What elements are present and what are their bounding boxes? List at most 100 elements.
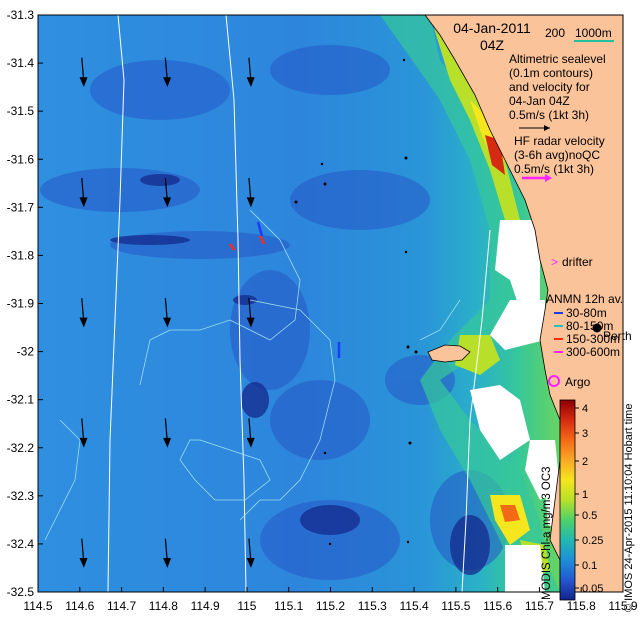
colorbar-label: MODIS Chl-a mg/m3 OC3	[541, 466, 553, 600]
altimetric-line-2: (0.1m contours)	[509, 66, 593, 80]
x-tick-label: 114.5	[23, 599, 52, 613]
x-tick-label: 115.4	[400, 599, 429, 613]
scale-200-label: 200	[545, 26, 565, 40]
y-tick-label: -31.6	[7, 152, 35, 166]
anmn-arrow-30-80m	[256, 221, 264, 237]
sea-level-contours	[107, 15, 491, 592]
x-tick-label: 115	[237, 599, 256, 613]
colorbar-tick-label: 3	[582, 428, 588, 440]
velocity-arrow-head	[79, 197, 88, 208]
y-tick-label: -31.7	[7, 200, 35, 214]
velocity-arrow-head	[246, 77, 255, 88]
x-tick-label: 114.7	[107, 599, 136, 613]
velocity-arrow-head	[163, 197, 172, 208]
colorbar-tick-label: 0.1	[582, 560, 597, 572]
velocity-arrow-head	[163, 558, 172, 568]
coastal-chlorophyll-band	[380, 15, 560, 592]
colorbar: 4 3 2 1 0.5 0.25 0.1 0.05 MODIS Chl-a mg/m3 OC3…	[541, 399, 635, 612]
x-tick-label: 115.1	[274, 599, 303, 613]
y-tick-label: -31.3	[7, 8, 35, 22]
velocity-arrow-head	[79, 317, 88, 328]
y-tick-label: -32.4	[7, 537, 35, 551]
anmn-label-300-600m: 300-600m	[566, 345, 620, 359]
y-tick-label: -32.5	[7, 585, 35, 599]
nearshore-orange-lower	[500, 505, 520, 522]
y-tick-label: -32.2	[7, 441, 35, 455]
colorbar-tick-label: 2	[582, 456, 588, 468]
no-data-areas	[470, 220, 560, 592]
hf-line-3: 0.5m/s (1kt 3h)	[514, 162, 594, 176]
velocity-arrow-head	[163, 317, 172, 328]
perth-marker	[592, 323, 602, 333]
y-tick-label: -32.1	[7, 393, 35, 407]
velocity-arrows	[79, 57, 255, 568]
x-tick-label: 114.8	[149, 599, 178, 613]
perth-label: Perth	[603, 329, 632, 343]
x-tick-label: 115.9	[608, 599, 637, 613]
time-label: 04Z	[480, 37, 505, 53]
y-axis: -31.3 -31.4 -31.5 -31.6 -31.7 -31.8 -31.9 -32 -3…	[7, 8, 43, 599]
colorbar-gradient	[559, 399, 576, 601]
x-tick-label: 115.8	[567, 599, 596, 613]
colorbar-tick-label: 0.5	[582, 510, 597, 522]
colorbar-tick-label: 4	[582, 403, 588, 415]
very-low-chlorophyll-patches	[110, 174, 490, 575]
y-tick-label: -32	[17, 345, 35, 359]
x-axis: 114.5 114.6 114.7 114.8 114.9 115 115.1 115.2 11…	[23, 587, 638, 613]
hf-scale-arrowhead	[545, 174, 552, 182]
anmn-label-30-80m: 30-80m	[566, 306, 607, 320]
x-tick-label: 114.6	[65, 599, 94, 613]
velocity-arrow-head	[246, 437, 255, 448]
velocity-arrow-head	[163, 437, 172, 448]
colorbar-tick-label: 0.05	[582, 583, 603, 595]
annotation-block: 04-Jan-2011 04Z 200 1000m Altimetric sea…	[453, 20, 631, 389]
anmn-title: ANMN 12h av.	[546, 292, 623, 306]
x-tick-label: 115.7	[525, 599, 554, 613]
y-tick-label: -31.8	[7, 248, 35, 262]
altimetric-line-3: and velocity for	[509, 80, 590, 94]
x-tick-label: 115.2	[316, 599, 345, 613]
argo-marker	[548, 375, 560, 387]
scale-1000-label: 1000m	[575, 26, 612, 40]
colorbar-tick-label: 1	[582, 489, 588, 501]
rottnest-island	[427, 344, 471, 363]
velocity-arrow-head	[246, 558, 255, 568]
hf-line-1: HF radar velocity	[514, 134, 605, 148]
argo-label: Argo	[565, 375, 591, 389]
x-tick-label: 115.5	[441, 599, 470, 613]
credit-label: © IMOS 24-Apr-2015 11:10:04 Hobart time	[623, 404, 635, 612]
anmn-label-150-300m: 150-300m	[566, 332, 620, 346]
velocity-arrow-head	[163, 77, 172, 88]
colorbar-ticks: 4 3 2 1 0.5 0.25 0.1 0.05	[575, 403, 603, 595]
velocity-arrow-head	[246, 317, 255, 328]
drifter-marker: >	[551, 255, 558, 269]
x-tick-label: 114.9	[191, 599, 220, 613]
light-contours	[44, 209, 461, 541]
y-tick-label: -31.9	[7, 297, 35, 311]
altimetric-line-5: 0.5m/s (1kt 3h)	[509, 108, 589, 122]
velocity-arrow-head	[79, 437, 88, 448]
x-tick-label: 115.3	[358, 599, 387, 613]
anmn-label-80-150m: 80-150m	[566, 319, 613, 333]
anmn-legend: 30-80m 80-150m 150-300m 300-600m	[554, 306, 620, 359]
anmn-arrow-150-300m-b	[228, 243, 236, 251]
velocity-arrow-head	[246, 197, 255, 208]
velocity-arrow-head	[79, 558, 88, 568]
date-label: 04-Jan-2011	[453, 20, 531, 36]
velocity-arrow-head	[79, 77, 88, 88]
altimetric-scale-arrowhead	[544, 125, 550, 131]
anmn-mooring-arrows	[228, 221, 341, 358]
y-tick-label: -31.4	[7, 56, 35, 70]
hf-line-2: (3-6h avg)noQC	[514, 148, 600, 162]
y-tick-label: -31.5	[7, 104, 35, 118]
colorbar-tick-label: 0.25	[582, 535, 603, 547]
altimetric-line-4: 04-Jan 04Z	[509, 94, 570, 108]
map-plot-area	[38, 15, 623, 592]
drifter-label: drifter	[562, 255, 593, 269]
coastline	[424, 15, 561, 592]
altimetric-line-1: Altimetric sealevel	[509, 52, 606, 66]
anmn-arrow-150-300m	[258, 235, 266, 245]
x-tick-label: 115.6	[483, 599, 512, 613]
